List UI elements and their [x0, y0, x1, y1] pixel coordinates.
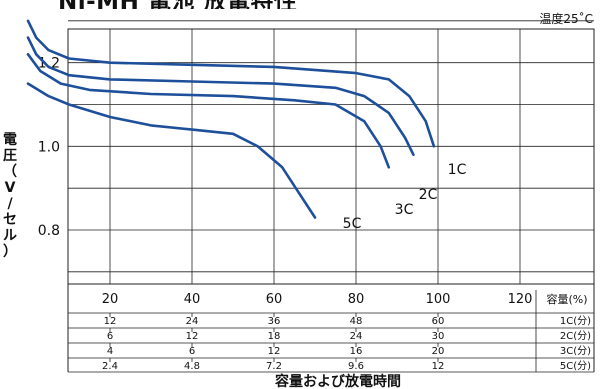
plot-frame — [67, 28, 595, 285]
series-line-3C — [26, 53, 391, 169]
capacity-axis-label: 容量(%) — [546, 292, 587, 306]
y-tick-label: 1.0 — [38, 139, 60, 155]
x-axis-label: 容量および放電時間 — [274, 373, 401, 389]
x-tick-label: 100 — [426, 292, 451, 307]
svg-text:/: / — [7, 196, 13, 212]
time-tick-label: 12 — [432, 361, 445, 372]
series-label-2C: 2C — [419, 187, 438, 203]
x-tick-label: 80 — [348, 292, 365, 307]
time-tick-label: 2.4 — [102, 361, 118, 372]
chart-title-clip: Ni-MH 電池 放電特性 — [0, 0, 609, 9]
time-tick-label: 24 — [186, 316, 199, 327]
x-tick-label: 60 — [266, 292, 283, 307]
temperature-note: 温度25˚C — [539, 12, 593, 26]
y-tick-label: 1.2 — [38, 56, 60, 72]
time-tick-label: 6 — [189, 346, 195, 357]
time-tick-label: 12 — [104, 316, 117, 327]
svg-text:V: V — [5, 180, 16, 196]
svg-text:ル: ル — [3, 228, 17, 244]
x-tick-label: 40 — [184, 292, 201, 307]
time-row-label: 3C(分) — [560, 345, 591, 357]
svg-text:電: 電 — [3, 131, 17, 148]
time-row-label: 1C(分) — [560, 315, 591, 327]
time-tick-label: 16 — [350, 346, 363, 357]
time-tick-label: 24 — [350, 331, 363, 342]
svg-text:（: （ — [3, 164, 17, 180]
time-row-label: 5C(分) — [560, 360, 591, 372]
time-tick-label: 4.8 — [184, 361, 200, 372]
time-tick-label: 48 — [350, 316, 363, 327]
time-tick-label: 4 — [107, 346, 113, 357]
x-tick-label: 120 — [508, 292, 533, 307]
series-line-1C — [26, 19, 436, 148]
x-tick-label: 20 — [102, 292, 119, 307]
time-tick-label: 12 — [186, 331, 199, 342]
time-tick-label: 6 — [107, 331, 113, 342]
time-tick-label: 9.6 — [348, 361, 364, 372]
time-tick-label: 20 — [432, 346, 445, 357]
time-tick-label: 12 — [268, 346, 281, 357]
series-label-5C: 5C — [343, 216, 362, 232]
time-tick-label: 30 — [432, 331, 445, 342]
y-axis-label: 電圧（V/セル） — [3, 131, 17, 260]
time-row-label: 2C(分) — [560, 330, 591, 342]
svg-text:）: ） — [3, 244, 17, 260]
series-line-2C — [26, 36, 415, 156]
series-line-5C — [26, 82, 317, 219]
y-tick-label: 0.8 — [38, 223, 60, 239]
series-label-3C: 3C — [395, 202, 414, 218]
time-tick-label: 18 — [268, 331, 281, 342]
svg-text:圧: 圧 — [3, 148, 17, 164]
time-tick-label: 60 — [432, 316, 445, 327]
chart-title: Ni-MH 電池 放電特性 — [58, 0, 297, 9]
series-label-1C: 1C — [448, 162, 467, 178]
time-tick-label: 36 — [268, 316, 281, 327]
svg-text:セ: セ — [3, 212, 17, 228]
time-tick-label: 7.2 — [266, 361, 282, 372]
